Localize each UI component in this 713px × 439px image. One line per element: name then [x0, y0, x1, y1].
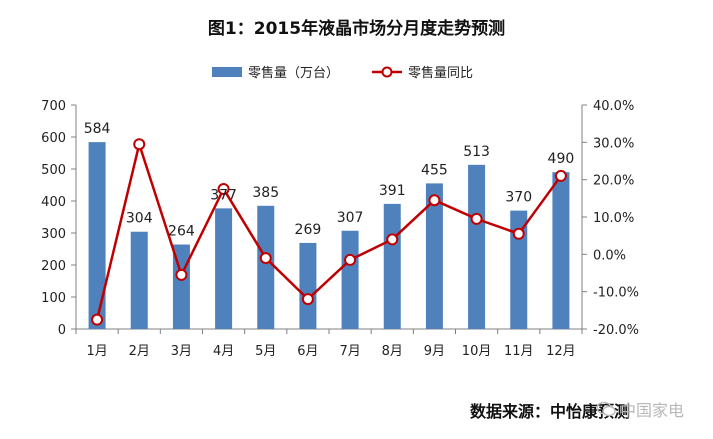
legend-item-bar: 零售量（万台） — [212, 62, 339, 81]
left-axis-tick-label: 200 — [41, 259, 66, 274]
yoy-point-1 — [91, 313, 104, 326]
right-axis-tick-label: 10.0% — [593, 211, 634, 226]
right-axis-tick-label: 30.0% — [593, 136, 634, 151]
yoy-point-8 — [386, 233, 399, 246]
left-axis-tick-label: 600 — [41, 131, 66, 146]
yoy-point-12 — [554, 169, 567, 182]
right-axis-tick-label: 40.0% — [593, 99, 634, 114]
bar-data-label: 385 — [252, 185, 279, 201]
bar-10 — [468, 164, 486, 329]
left-axis-tick-label: 700 — [41, 99, 66, 114]
bar-5 — [257, 205, 275, 329]
legend-bar-swatch — [212, 66, 242, 77]
bar-data-label: 490 — [548, 151, 575, 167]
right-axis-tick-label: -10.0% — [593, 286, 639, 301]
bar-6 — [299, 242, 317, 329]
bar-4 — [215, 208, 233, 329]
bar-data-label: 264 — [168, 224, 195, 240]
bar-11 — [510, 210, 528, 329]
legend-item-line: 零售量同比 — [372, 62, 473, 81]
left-axis-tick-label: 0 — [58, 323, 66, 338]
bar-data-label: 513 — [463, 144, 490, 160]
right-axis-tick-label: 20.0% — [593, 174, 634, 189]
x-axis-tick-label: 9月 — [424, 344, 445, 359]
bar-data-label: 584 — [84, 121, 111, 137]
legend-bar-label: 零售量（万台） — [248, 66, 340, 81]
watermark: 中国家电 — [596, 397, 684, 421]
x-axis-tick-label: 1月 — [86, 344, 107, 359]
x-axis-tick-label: 6月 — [297, 344, 318, 359]
yoy-point-4 — [217, 183, 230, 195]
bar-data-label: 269 — [295, 222, 322, 238]
x-axis-tick-label: 5月 — [255, 344, 276, 359]
bar-9 — [425, 183, 443, 329]
x-axis-tick-label: 10月 — [462, 344, 492, 359]
bar-data-label: 304 — [126, 211, 153, 227]
yoy-point-11 — [512, 227, 525, 240]
x-axis-tick-label: 3月 — [171, 344, 192, 359]
yoy-point-7 — [344, 253, 357, 266]
x-axis-tick-label: 7月 — [339, 344, 360, 359]
yoy-point-5 — [259, 252, 272, 265]
right-axis-tick-label: -20.0% — [593, 323, 639, 338]
legend: 零售量（万台） 零售量同比 — [0, 62, 713, 81]
data-source: 数据来源：中怡康预测 — [470, 402, 631, 421]
right-axis-tick-label: 0.0% — [593, 248, 626, 263]
x-axis-tick-label: 8月 — [382, 344, 403, 359]
legend-line-swatch — [372, 66, 402, 77]
left-axis-tick-label: 100 — [41, 291, 66, 306]
left-axis-tick-label: 300 — [41, 227, 66, 242]
yoy-point-3 — [175, 268, 188, 281]
yoy-point-2 — [133, 138, 146, 151]
legend-line-label: 零售量同比 — [408, 66, 474, 81]
left-axis-tick-label: 500 — [41, 163, 66, 178]
yoy-point-6 — [301, 293, 314, 306]
wechat-icon — [596, 401, 616, 417]
x-axis-tick-label: 12月 — [546, 344, 576, 359]
bar-2 — [130, 231, 148, 329]
bar-data-label: 391 — [379, 183, 406, 199]
yoy-line — [95, 142, 562, 320]
x-axis-tick-label: 11月 — [504, 344, 534, 359]
watermark-text: 中国家电 — [620, 401, 685, 420]
bar-7 — [341, 230, 359, 329]
left-axis-tick-label: 400 — [41, 195, 66, 210]
yoy-point-9 — [428, 194, 441, 207]
bar-data-label: 377 — [210, 187, 237, 203]
bar-1 — [88, 142, 106, 329]
bar-8 — [383, 203, 401, 329]
chart-title: 图1：2015年液晶市场分月度走势预测 — [207, 19, 506, 39]
bar-data-label: 370 — [505, 190, 532, 206]
x-axis-tick-label: 4月 — [213, 344, 234, 359]
x-axis-tick-label: 2月 — [129, 344, 150, 359]
bar-data-label: 455 — [421, 162, 448, 178]
bar-12 — [552, 172, 570, 329]
yoy-point-10 — [470, 212, 483, 225]
bar-data-label: 307 — [337, 210, 364, 226]
